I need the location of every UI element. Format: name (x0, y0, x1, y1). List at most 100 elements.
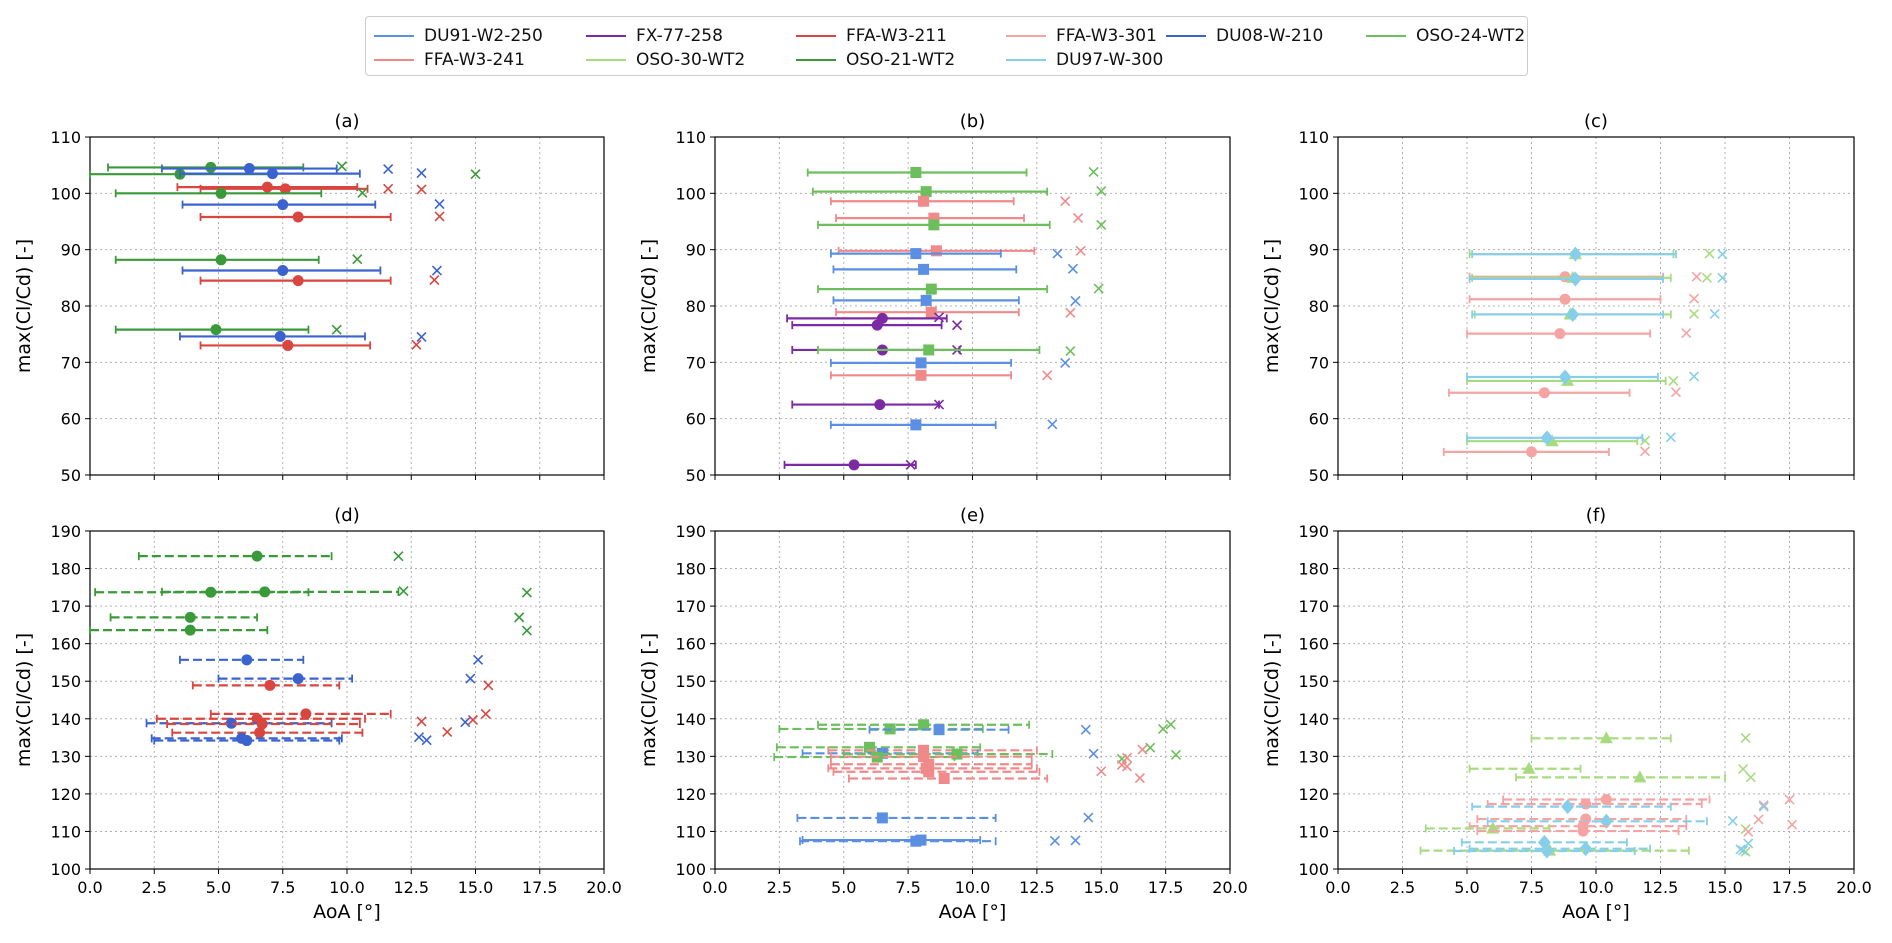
cross-marker (1670, 387, 1682, 398)
legend-line-swatch (374, 59, 414, 61)
cross-marker (1137, 744, 1148, 755)
data-point-triangle (1522, 761, 1536, 774)
chart-title: (e) (960, 505, 985, 526)
y-tick-label: 150 (1298, 672, 1329, 691)
data-point-square (938, 772, 950, 784)
data-point-circle (256, 718, 268, 730)
y-tick-label: 170 (675, 597, 706, 616)
cross-marker (1096, 766, 1107, 777)
chart-title: (a) (334, 111, 359, 132)
cross-marker (357, 187, 368, 198)
cross-marker (1088, 748, 1099, 759)
cross-marker (470, 169, 481, 180)
legend-line-swatch (586, 59, 626, 61)
cross-marker (473, 654, 484, 665)
plot-frame (89, 136, 605, 476)
data-point-circle (274, 330, 286, 342)
cross-marker (1745, 772, 1756, 783)
cross-marker (1709, 308, 1720, 319)
legend-entry: FFA-W3-241 (374, 49, 525, 71)
y-tick-label: 60 (686, 410, 706, 429)
chart-title: (f) (1586, 505, 1606, 526)
y-tick-label: 110 (675, 822, 706, 841)
chart-panel: 0.0 2.5 5.0 7.5 10.0 12.5 15.0 17.5 20.0 100 110 12… (13, 505, 622, 923)
cross-marker (465, 673, 476, 684)
cross-marker (1688, 371, 1700, 382)
x-tick-label: 2.5 (1390, 878, 1415, 897)
y-tick-label: 80 (61, 297, 81, 316)
cross-marker (905, 459, 916, 470)
x-tick-label: 7.5 (1519, 878, 1544, 897)
cross-marker (1121, 761, 1133, 772)
legend-line-swatch (374, 35, 414, 37)
y-tick-label: 90 (61, 241, 81, 260)
y-tick-label: 140 (50, 710, 81, 729)
cross-marker (1116, 759, 1127, 771)
x-axis-label: AoA [°] (1562, 901, 1630, 923)
y-axis-label: max(Cl/Cd) [-] (638, 633, 660, 767)
data-point-diamond (1566, 306, 1580, 322)
y-tick-label: 160 (675, 635, 706, 654)
cross-marker (1134, 773, 1145, 784)
data-point-circle (261, 181, 273, 193)
y-axis-label: max(Cl/Cd) [-] (1261, 239, 1283, 373)
cross-marker (460, 717, 471, 728)
plot-frame (89, 530, 605, 870)
data-point-square (930, 245, 942, 257)
data-point-square (923, 766, 935, 778)
legend-entry: OSO-30-WT2 (586, 49, 745, 71)
cross-marker (521, 587, 532, 598)
x-tick-label: 5.0 (1454, 878, 1479, 897)
x-tick-label: 10.0 (329, 878, 365, 897)
cross-marker (1157, 723, 1169, 734)
y-tick-label: 110 (675, 128, 706, 147)
x-tick-label: 15.0 (1707, 878, 1743, 897)
cross-marker (1073, 213, 1084, 224)
cross-marker (1121, 752, 1133, 763)
x-tick-label: 10.0 (1578, 878, 1614, 897)
cross-marker (1743, 838, 1754, 849)
x-tick-label: 12.5 (1643, 878, 1679, 897)
data-point-square (918, 744, 930, 756)
chart-panel: 0.0 2.5 5.0 7.5 10.0 12.5 15.0 17.5 20.0 100 110 12… (638, 505, 1248, 923)
data-point-square (910, 835, 922, 847)
data-point-diamond (1540, 430, 1554, 446)
y-tick-label: 100 (1298, 184, 1329, 203)
data-point-square (933, 724, 945, 736)
cross-marker (1070, 295, 1081, 306)
x-tick-label: 7.5 (270, 878, 295, 897)
cross-marker (1083, 812, 1094, 823)
data-point-square (910, 248, 922, 260)
data-point-triangle (1599, 731, 1613, 744)
y-tick-label: 70 (1309, 353, 1329, 372)
data-point-square (864, 741, 875, 753)
y-tick-label: 180 (675, 560, 706, 579)
cross-marker (1088, 166, 1099, 177)
y-tick-label: 80 (1309, 297, 1329, 316)
y-tick-label: 150 (50, 672, 81, 691)
cross-marker (434, 211, 445, 222)
y-tick-label: 120 (1298, 785, 1329, 804)
data-point-diamond (1558, 369, 1572, 385)
x-axis-label: AoA [°] (939, 901, 1007, 923)
x-tick-label: 15.0 (458, 878, 494, 897)
cross-marker (1743, 826, 1754, 837)
data-point-circle (292, 673, 304, 685)
plot-frame (714, 136, 1231, 476)
legend-line-swatch (796, 35, 836, 37)
cross-marker (1047, 419, 1058, 430)
cross-marker (1639, 435, 1651, 446)
data-point-square (923, 344, 935, 356)
legend-label: OSO-24-WT2 (1416, 26, 1526, 46)
y-tick-label: 140 (1298, 710, 1329, 729)
data-point-circle (279, 183, 291, 195)
cross-marker (1665, 432, 1676, 443)
y-tick-label: 70 (61, 353, 81, 372)
legend-entry: DU91-W2-250 (374, 25, 543, 47)
cross-marker (1049, 835, 1060, 846)
y-tick-label: 130 (1298, 747, 1329, 766)
cross-marker (1165, 719, 1176, 730)
data-point-circle (241, 735, 253, 747)
y-tick-label: 160 (50, 635, 81, 654)
cross-marker (1639, 446, 1651, 457)
